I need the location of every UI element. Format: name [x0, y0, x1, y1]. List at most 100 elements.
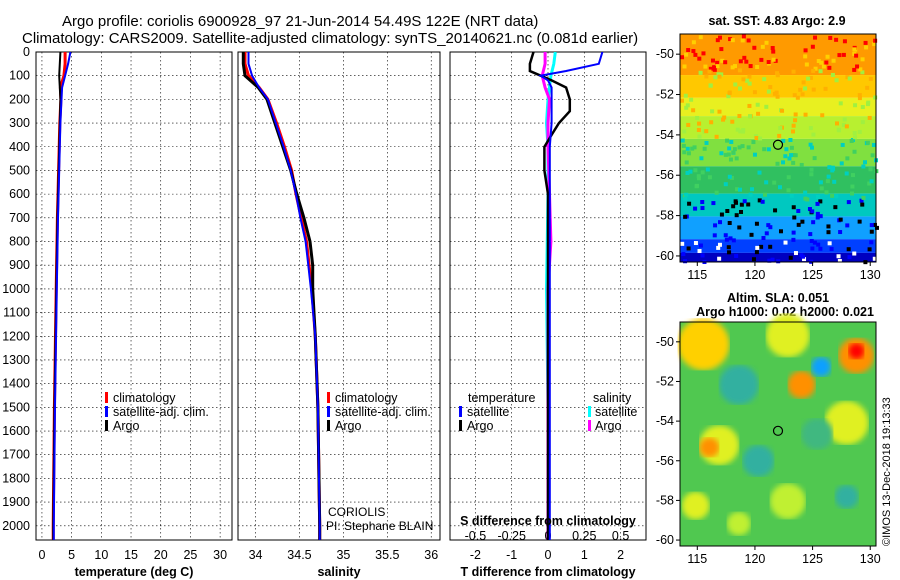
x-tick-label: 0 [545, 548, 552, 562]
legend-satellite: satellite-adj. clim. [113, 405, 209, 419]
x-tick-label: 20 [154, 548, 168, 562]
depth-tick-label: 500 [9, 163, 30, 177]
x-tick-label: -2 [470, 548, 481, 562]
legend-swatch-t-argo [459, 420, 462, 431]
x-tick-label: 5 [68, 548, 75, 562]
legend-swatch-t-satellite [459, 406, 462, 417]
x-tick-label: 2 [617, 548, 624, 562]
s-difference-xlabel: S difference from climatology [460, 514, 636, 528]
depth-tick-label: 1600 [2, 424, 30, 438]
sla-map-frame [679, 321, 877, 547]
map-lat-label: -54 [656, 414, 674, 428]
sst-map-title: sat. SST: 4.83 Argo: 2.9 [708, 14, 845, 28]
legend-s-satellite: satellite [595, 405, 637, 419]
sla-map-title-2: Argo h1000: 0.02 h2000: 0.021 [696, 305, 874, 319]
title-line-2: Climatology: CARS2009. Satellite-adjuste… [22, 30, 638, 47]
map-lon-label: 115 [687, 268, 707, 282]
t-difference-xlabel: T difference from climatology [460, 565, 635, 579]
x-tick-label: -1 [506, 548, 517, 562]
map-lat-label: -52 [656, 88, 674, 102]
depth-tick-label: 1400 [2, 377, 30, 391]
difference-legend: temperature satellite Argo salinity sate… [459, 391, 637, 433]
depth-tick-label: 900 [9, 258, 30, 272]
depth-tick-label: 2000 [2, 519, 30, 533]
legend-swatch-s-argo [588, 420, 591, 431]
legend-s-argo: Argo [595, 419, 621, 433]
map-lat-label: -54 [656, 128, 674, 142]
series-line-satellite-adj-clim- [247, 52, 321, 540]
depth-tick-label: 1000 [2, 282, 30, 296]
s-tick-label: 0.5 [612, 529, 629, 543]
temperature-xlabel: temperature (deg C) [75, 565, 194, 579]
map-lon-label: 120 [745, 552, 766, 566]
x-tick-label: 25 [183, 548, 197, 562]
legend-climatology: climatology [113, 391, 176, 405]
x-tick-label: 0 [38, 548, 45, 562]
salinity-panel [237, 51, 441, 541]
depth-tick-label: 400 [9, 140, 30, 154]
map-lat-label: -50 [656, 335, 674, 349]
annotation-pi: PI: Stephane BLAIN [326, 519, 433, 533]
map-lon-label: 120 [745, 268, 766, 282]
depth-tick-label: 300 [9, 116, 30, 130]
legend-t-satellite: satellite [467, 405, 509, 419]
depth-tick-label: 1900 [2, 495, 30, 509]
legend-swatch-satellite [327, 406, 330, 417]
sst-map [680, 34, 879, 266]
depth-tick-label: 1800 [2, 471, 30, 485]
legend-temperature-heading: temperature [468, 391, 535, 405]
map-lon-label: 125 [802, 268, 823, 282]
legend-swatch-climatology [327, 392, 330, 403]
depth-tick-label: 600 [9, 187, 30, 201]
float-position-marker [772, 139, 784, 150]
legend-swatch-climatology [105, 392, 108, 403]
salinity-legend: climatology satellite-adj. clim. Argo CO… [326, 391, 433, 533]
map-lat-label: -60 [656, 249, 674, 263]
temperature-legend: climatology satellite-adj. clim. Argo [105, 391, 209, 433]
legend-swatch-argo [105, 420, 108, 431]
x-tick-label: 36 [424, 548, 438, 562]
series-line-climatology [243, 52, 322, 540]
map-lat-label: -56 [656, 168, 674, 182]
annotation-coriolis: CORIOLIS [328, 505, 385, 519]
legend-argo: Argo [113, 419, 139, 433]
x-tick-label: 15 [124, 548, 138, 562]
legend-swatch-s-satellite [588, 406, 591, 417]
legend-swatch-satellite [105, 406, 108, 417]
series-line-satellite-adj-clim- [52, 52, 72, 540]
map-lon-label: 115 [687, 552, 707, 566]
sla-map [677, 313, 876, 546]
salinity-xlabel: salinity [317, 565, 360, 579]
depth-tick-label: 800 [9, 235, 30, 249]
imos-credit: ©IMOS 13-Dec-2018 19:13:33 [881, 397, 893, 546]
depth-tick-label: 1200 [2, 329, 30, 343]
x-tick-label: 34.5 [287, 548, 311, 562]
depth-tick-label: 1700 [2, 448, 30, 462]
title-line-1: Argo profile: coriolis 6900928_97 21-Jun… [62, 13, 538, 30]
map-lat-label: -56 [656, 454, 674, 468]
depth-tick-label: 1100 [3, 306, 30, 320]
sla-map-title-1: Altim. SLA: 0.051 [727, 291, 829, 305]
x-tick-label: 30 [213, 548, 227, 562]
depth-axis: 0 100 200 300 400 500 600 700 800 900 1000 1100 1200… [2, 45, 30, 533]
series-line-t-argo [528, 52, 572, 540]
map-lon-label: 130 [860, 552, 881, 566]
sst-map-frame [679, 33, 877, 263]
legend-argo: Argo [335, 419, 361, 433]
map-lat-label: -58 [656, 209, 674, 223]
map-lat-label: -50 [656, 47, 674, 61]
depth-tick-label: 0 [23, 45, 30, 59]
depth-tick-label: 1500 [2, 400, 30, 414]
x-tick-label: 34 [249, 548, 263, 562]
s-tick-label: 0.25 [572, 529, 596, 543]
legend-satellite: satellite-adj. clim. [335, 405, 431, 419]
legend-climatology: climatology [335, 391, 398, 405]
s-tick-label: -0.5 [465, 529, 487, 543]
map-lon-label: 130 [860, 268, 881, 282]
float-position-marker [772, 425, 784, 436]
legend-t-argo: Argo [467, 419, 493, 433]
depth-tick-label: 100 [9, 69, 30, 83]
legend-swatch-argo [327, 420, 330, 431]
x-tick-label: 35.5 [375, 548, 399, 562]
